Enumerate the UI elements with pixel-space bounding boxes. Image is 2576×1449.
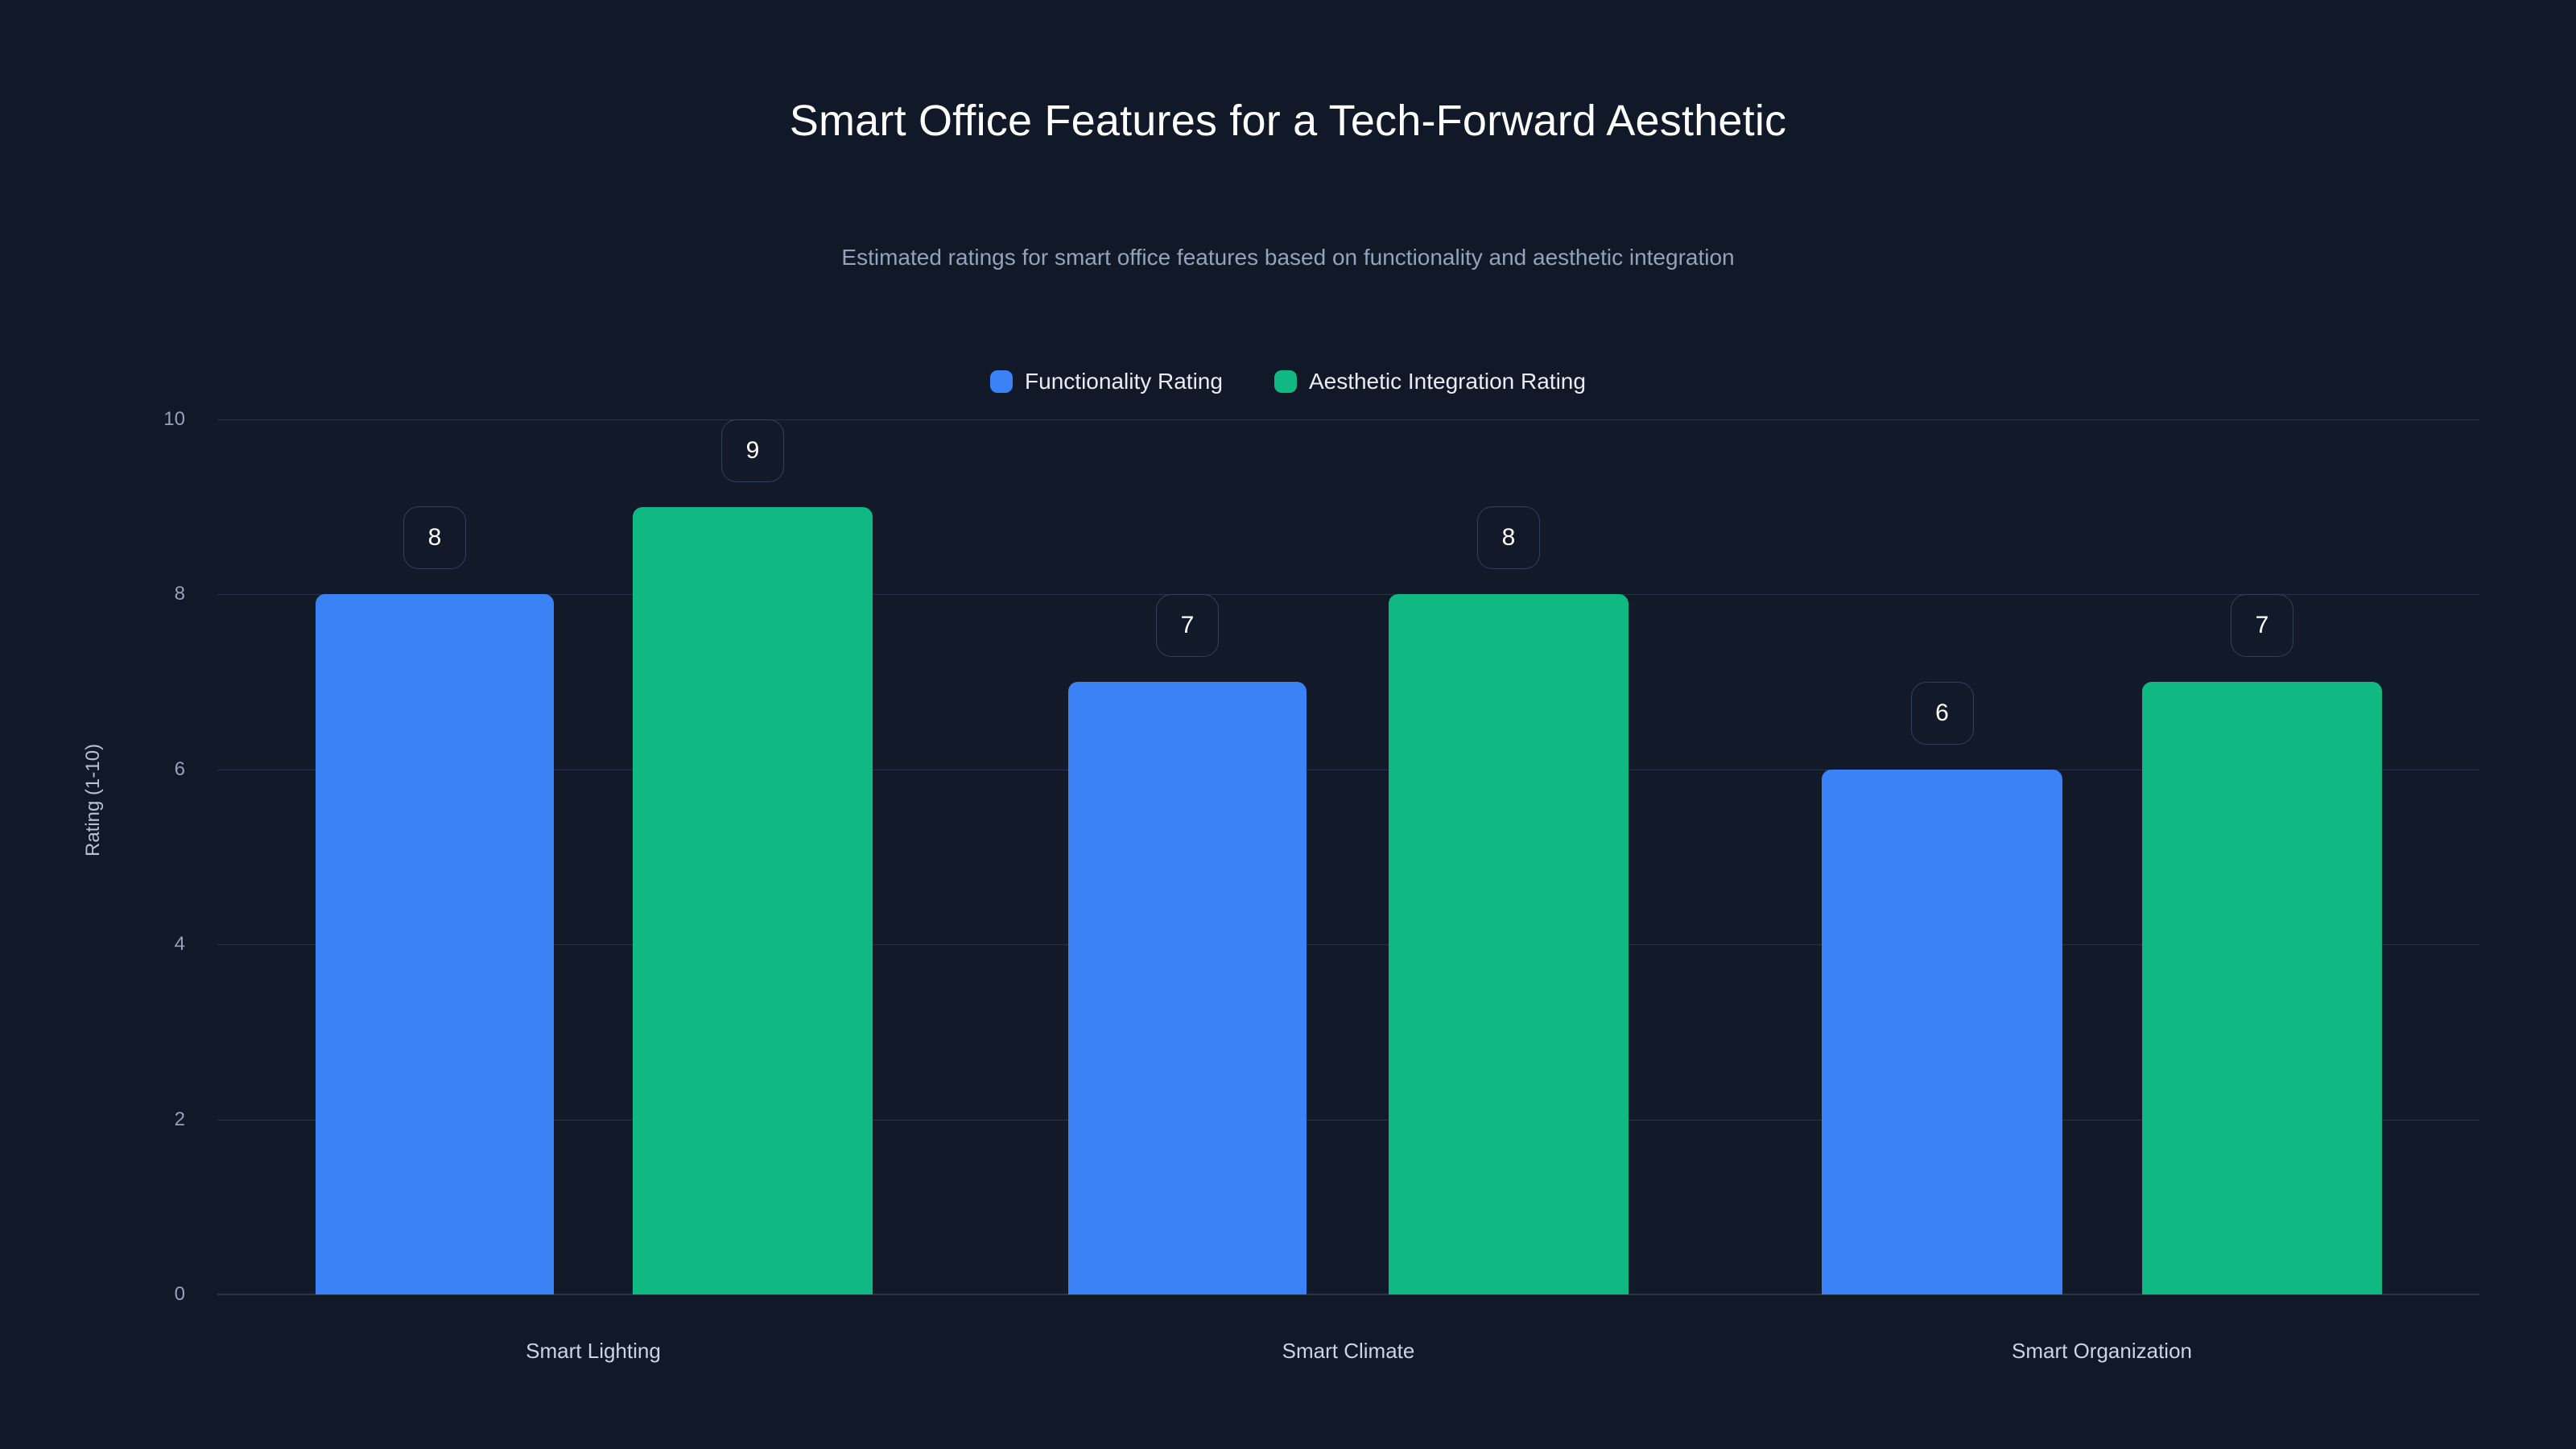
bar-value-badge: 8 bbox=[1477, 506, 1540, 570]
bar[interactable] bbox=[1822, 769, 2062, 1294]
gridline bbox=[217, 419, 2479, 420]
chart-title: Smart Office Features for a Tech-Forward… bbox=[789, 97, 1787, 145]
gridline bbox=[217, 944, 2479, 946]
x-axis-category-label: Smart Organization bbox=[2012, 1339, 2192, 1363]
legend-item-label: Functionality Rating bbox=[1025, 369, 1223, 394]
bar-value-badge: 9 bbox=[721, 419, 784, 482]
bar-value-badge: 6 bbox=[1910, 681, 1974, 745]
bar-value-badge: 8 bbox=[403, 506, 466, 570]
y-axis-tick-label: 2 bbox=[174, 1108, 185, 1130]
y-axis-tick-label: 0 bbox=[174, 1283, 185, 1305]
legend-swatch-icon bbox=[990, 370, 1013, 393]
y-axis-tick-label: 10 bbox=[163, 408, 185, 430]
legend-swatch-icon bbox=[1274, 370, 1297, 393]
bar[interactable] bbox=[1389, 594, 1629, 1294]
plot-area bbox=[217, 419, 2479, 1295]
legend-item-label: Aesthetic Integration Rating bbox=[1308, 369, 1586, 394]
x-axis-category-label: Smart Lighting bbox=[526, 1339, 661, 1363]
gridline bbox=[217, 1119, 2479, 1121]
legend-item[interactable]: Functionality Rating bbox=[990, 370, 1223, 393]
x-axis-baseline bbox=[217, 1294, 2479, 1295]
bar[interactable] bbox=[2142, 682, 2382, 1294]
bar-value-badge: 7 bbox=[1156, 594, 1219, 658]
chart-legend: Functionality Rating Aesthetic Integratio… bbox=[0, 370, 2576, 393]
legend-item[interactable]: Aesthetic Integration Rating bbox=[1274, 370, 1586, 393]
y-axis-tick-label: 4 bbox=[174, 933, 185, 956]
bar[interactable] bbox=[1068, 682, 1307, 1294]
y-axis-tick-label: 6 bbox=[174, 758, 185, 780]
chart-subtitle: Estimated ratings for smart office featu… bbox=[841, 245, 1735, 270]
x-axis-category-label: Smart Climate bbox=[1282, 1339, 1415, 1363]
bar[interactable] bbox=[316, 594, 554, 1294]
y-axis-tick-label: 8 bbox=[174, 583, 185, 605]
bar[interactable] bbox=[633, 506, 873, 1294]
bar-value-badge: 7 bbox=[2231, 594, 2293, 658]
gridline bbox=[217, 594, 2479, 596]
